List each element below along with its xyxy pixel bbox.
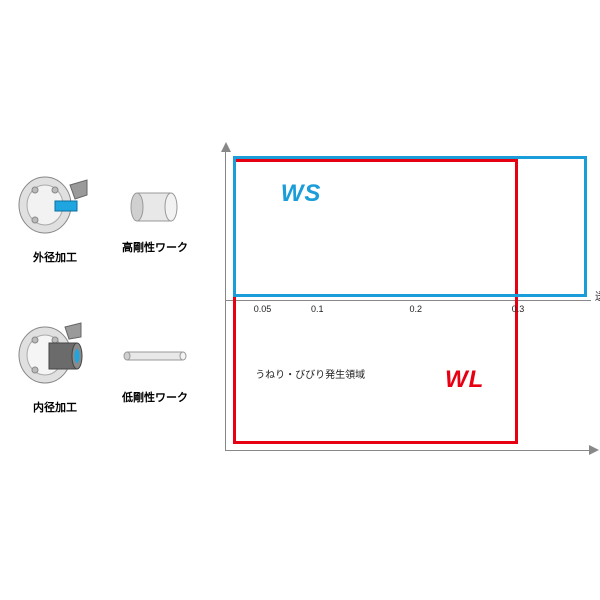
x-axis-arrow-icon (589, 445, 599, 455)
chart-area: WS WL うねり・びびり発生領域 送り量 f (mm/rev) 0.050.1… (225, 150, 591, 451)
label-internal: 内径加工 (5, 399, 105, 415)
x-tick: 0.3 (512, 304, 525, 314)
row-external: 外径加工 高剛性ワーク (5, 165, 215, 265)
low-rigidity-icon (115, 325, 195, 385)
internal-machining-icon (15, 315, 95, 395)
region-label-wl: WL (445, 366, 484, 394)
y-axis-arrow-icon (221, 142, 231, 152)
row-internal: 内径加工 低剛性ワーク (5, 315, 215, 415)
label-low-rigidity: 低剛性ワーク (105, 389, 205, 405)
x-tick: 0.2 (410, 304, 423, 314)
x-axis-label: 送り量 f (mm/rev) (595, 288, 600, 303)
x-tick: 0.05 (254, 304, 272, 314)
region-label-ws: WS (281, 180, 322, 208)
cell-internal-machining: 内径加工 (5, 315, 105, 415)
chatter-annotation: うねり・びびり発生領域 (255, 366, 365, 381)
external-machining-icon (15, 165, 95, 245)
cell-high-rigidity: 高剛性ワーク (105, 175, 205, 255)
region-ws (233, 156, 587, 297)
left-column: 外径加工 高剛性ワーク (5, 165, 215, 465)
x-tick: 0.1 (311, 304, 324, 314)
label-external: 外径加工 (5, 249, 105, 265)
label-high-rigidity: 高剛性ワーク (105, 239, 205, 255)
cell-external-machining: 外径加工 (5, 165, 105, 265)
high-rigidity-icon (115, 175, 195, 235)
cell-low-rigidity: 低剛性ワーク (105, 325, 205, 405)
